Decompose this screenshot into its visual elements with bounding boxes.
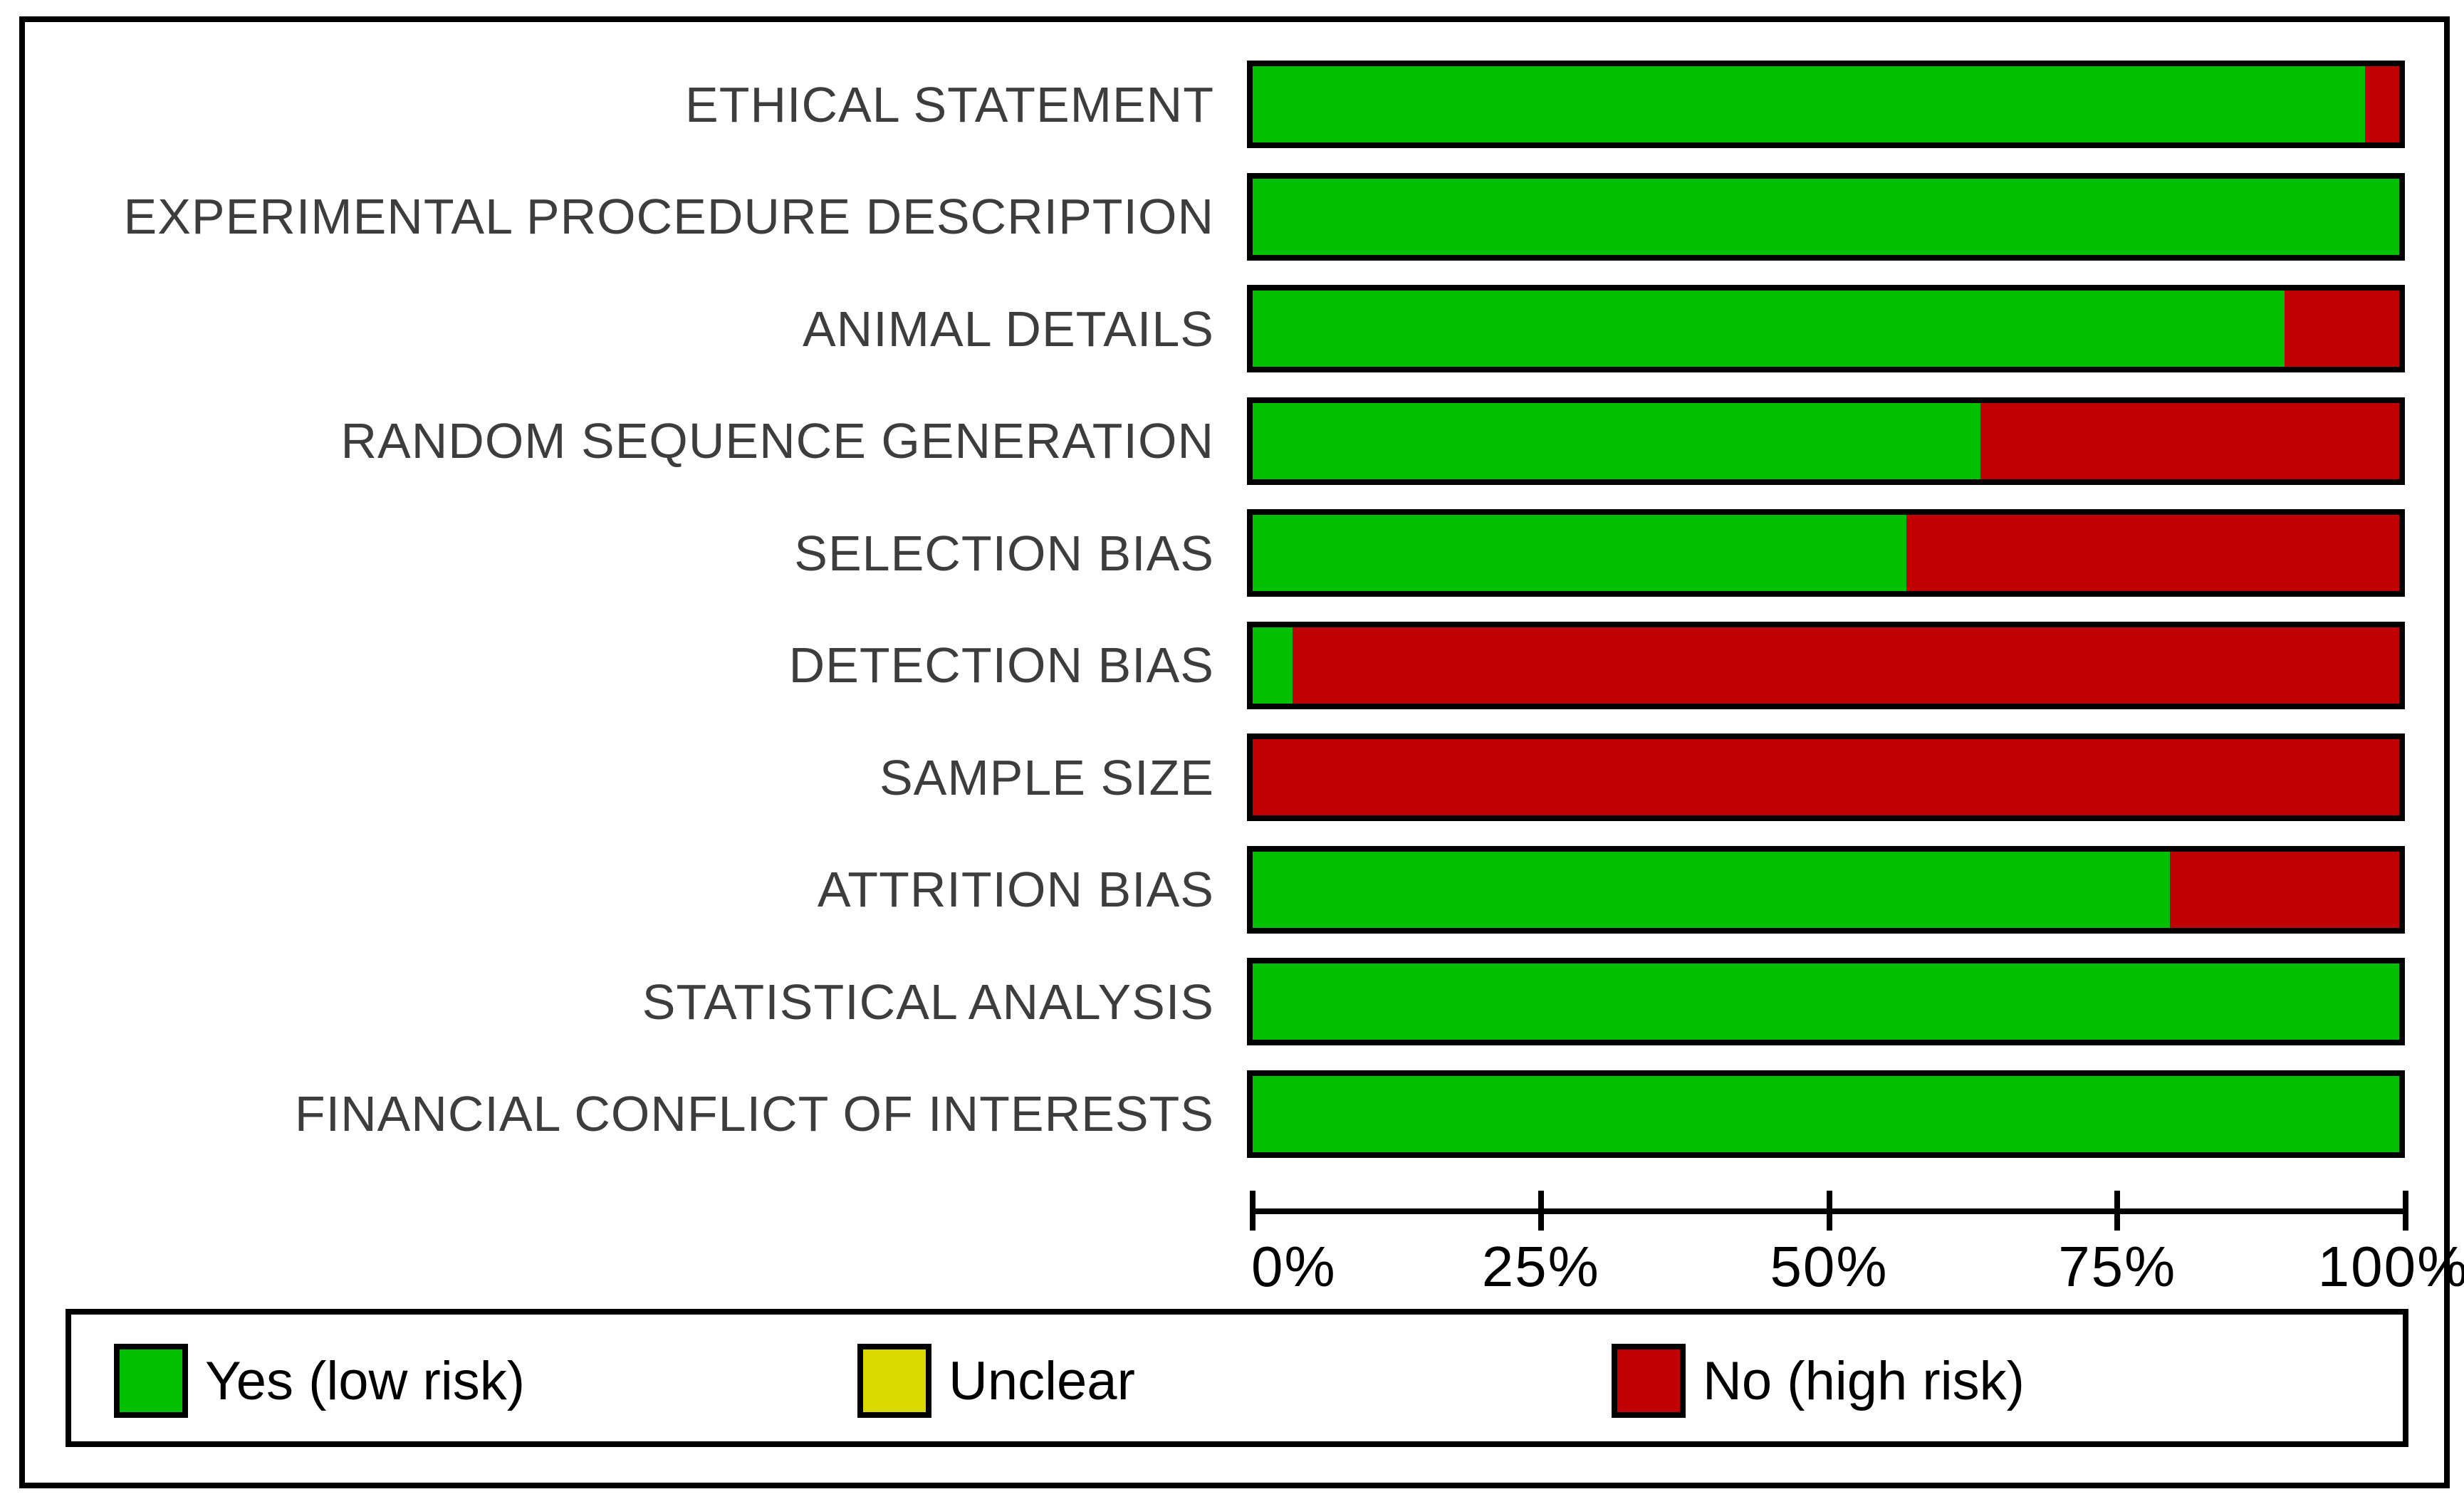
category-label: DETECTION BIAS [788, 637, 1214, 693]
axis-tick [1538, 1191, 1544, 1231]
segment-yes [1253, 66, 2365, 142]
segment-yes [1253, 627, 1293, 704]
segment-yes [1253, 964, 2399, 1040]
stacked-bar [1247, 733, 2405, 821]
category-label: EXPERIMENTAL PROCEDURE DESCRIPTION [123, 189, 1214, 244]
axis-tick-label: 75% [2058, 1235, 2177, 1298]
segment-no [2170, 851, 2399, 928]
segment-no [2364, 66, 2399, 142]
legend-swatch-yes [114, 1344, 188, 1418]
axis-tick-label: 25% [1481, 1235, 1600, 1298]
legend-label: Unclear [949, 1350, 1135, 1411]
segment-yes [1253, 1075, 2399, 1152]
segment-yes [1253, 291, 2285, 367]
category-label: STATISTICAL ANALYSIS [642, 973, 1214, 1030]
stacked-bar [1247, 958, 2405, 1045]
category-label: SAMPLE SIZE [879, 749, 1214, 805]
stacked-bar [1247, 172, 2405, 261]
segment-yes [1253, 515, 1906, 591]
legend-swatch-no [1612, 1344, 1686, 1418]
legend-label: Yes (low risk) [205, 1350, 526, 1411]
category-label: SELECTION BIAS [794, 525, 1214, 581]
legend-label: No (high risk) [1703, 1350, 2025, 1411]
category-label: RANDOM SEQUENCE GENERATION [340, 413, 1214, 469]
segment-no [1906, 515, 2399, 591]
segment-no [1293, 627, 2399, 704]
axis-tick-label: 50% [1770, 1235, 1889, 1298]
stacked-bar [1247, 61, 2405, 148]
stacked-bar [1247, 397, 2405, 485]
stacked-bar [1247, 1070, 2405, 1158]
segment-no [1253, 739, 2399, 815]
segment-yes [1253, 178, 2399, 255]
category-label: ETHICAL STATEMENT [685, 76, 1214, 132]
axis-tick [1826, 1191, 1832, 1231]
segment-no [2285, 291, 2399, 367]
stacked-bar [1247, 509, 2405, 597]
category-label: ATTRITION BIAS [817, 862, 1214, 917]
figure-frame: ETHICAL STATEMENT EXPERIMENTAL PROCEDURE … [19, 16, 2464, 1488]
stacked-bar [1247, 285, 2405, 372]
axis-tick-label: 100% [2317, 1235, 2464, 1298]
legend-box: Yes (low risk) Unclear No (high risk) [66, 1309, 2408, 1447]
segment-yes [1253, 402, 1981, 479]
legend-swatch-unclear [857, 1344, 931, 1418]
category-label: FINANCIAL CONFLICT OF INTERESTS [294, 1086, 1214, 1142]
axis-tick [1250, 1191, 1256, 1231]
stacked-bar [1247, 621, 2405, 709]
segment-no [1980, 402, 2399, 479]
segment-yes [1253, 851, 2170, 928]
category-label: ANIMAL DETAILS [802, 301, 1214, 357]
axis-tick-label: 0% [1251, 1235, 1337, 1298]
axis-tick [2403, 1191, 2408, 1231]
axis-tick [2114, 1191, 2121, 1231]
stacked-bar [1247, 845, 2405, 934]
